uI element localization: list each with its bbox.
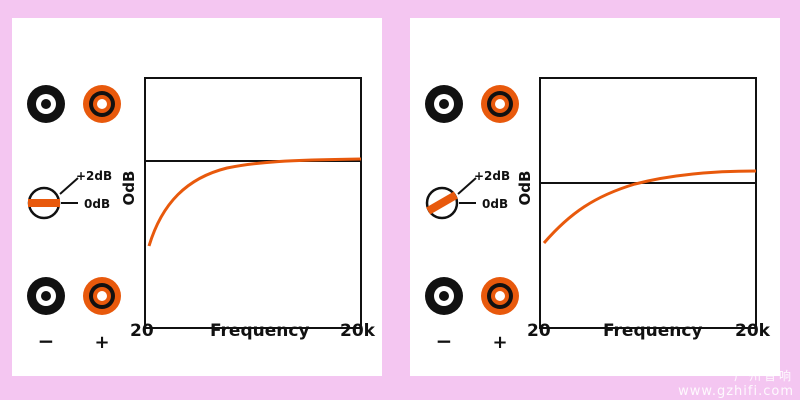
y-axis-label: OdB (516, 171, 534, 206)
plus-label: + (492, 332, 507, 353)
watermark-cn: 广州音响 (733, 369, 794, 383)
x-end-label: 20k (340, 321, 376, 341)
response-curve (147, 157, 362, 247)
watermark-url: www.gzhifi.com (678, 384, 794, 399)
x-end-label: 20k (735, 321, 771, 341)
panel-right: +2dB 0dB − + OdB 20 Frequency 20k (410, 18, 780, 376)
terminal-bottom-positive (481, 277, 519, 315)
minus-label: − (38, 329, 55, 353)
switch-indicator (28, 199, 60, 207)
minus-label: − (436, 329, 453, 353)
x-start-label: 20 (527, 321, 551, 341)
switch-label-high: +2dB (76, 169, 112, 183)
level-switch (425, 177, 477, 220)
terminal-top-positive (83, 85, 121, 123)
switch-label-zero: 0dB (84, 197, 110, 211)
switch-label-zero: 0dB (482, 197, 508, 211)
switch-indicator (426, 191, 458, 215)
terminal-top-positive (481, 85, 519, 123)
plus-label: + (94, 332, 109, 353)
terminal-bottom-negative (27, 277, 65, 315)
diagram-left: +2dB 0dB − + OdB 20 Frequency 20k (27, 77, 376, 353)
terminal-top-negative (27, 85, 65, 123)
watermark: 广州音响 www.gzhifi.com (678, 367, 794, 399)
graph-frame (144, 77, 362, 329)
diagram-right: +2dB 0dB − + OdB 20 Frequency 20k (425, 77, 771, 353)
y-axis-label: OdB (120, 171, 138, 206)
terminal-bottom-negative (425, 277, 463, 315)
x-start-label: 20 (130, 321, 154, 341)
terminal-top-negative (425, 85, 463, 123)
level-switch (27, 177, 79, 220)
panel-left: +2dB 0dB − + OdB 20 Frequency 20k (12, 18, 382, 376)
x-axis-label: Frequency (603, 321, 703, 341)
terminal-bottom-positive (83, 277, 121, 315)
response-curve (542, 169, 757, 244)
x-axis-label: Frequency (210, 321, 310, 341)
switch-label-high: +2dB (474, 169, 510, 183)
graph-frame (539, 77, 757, 329)
